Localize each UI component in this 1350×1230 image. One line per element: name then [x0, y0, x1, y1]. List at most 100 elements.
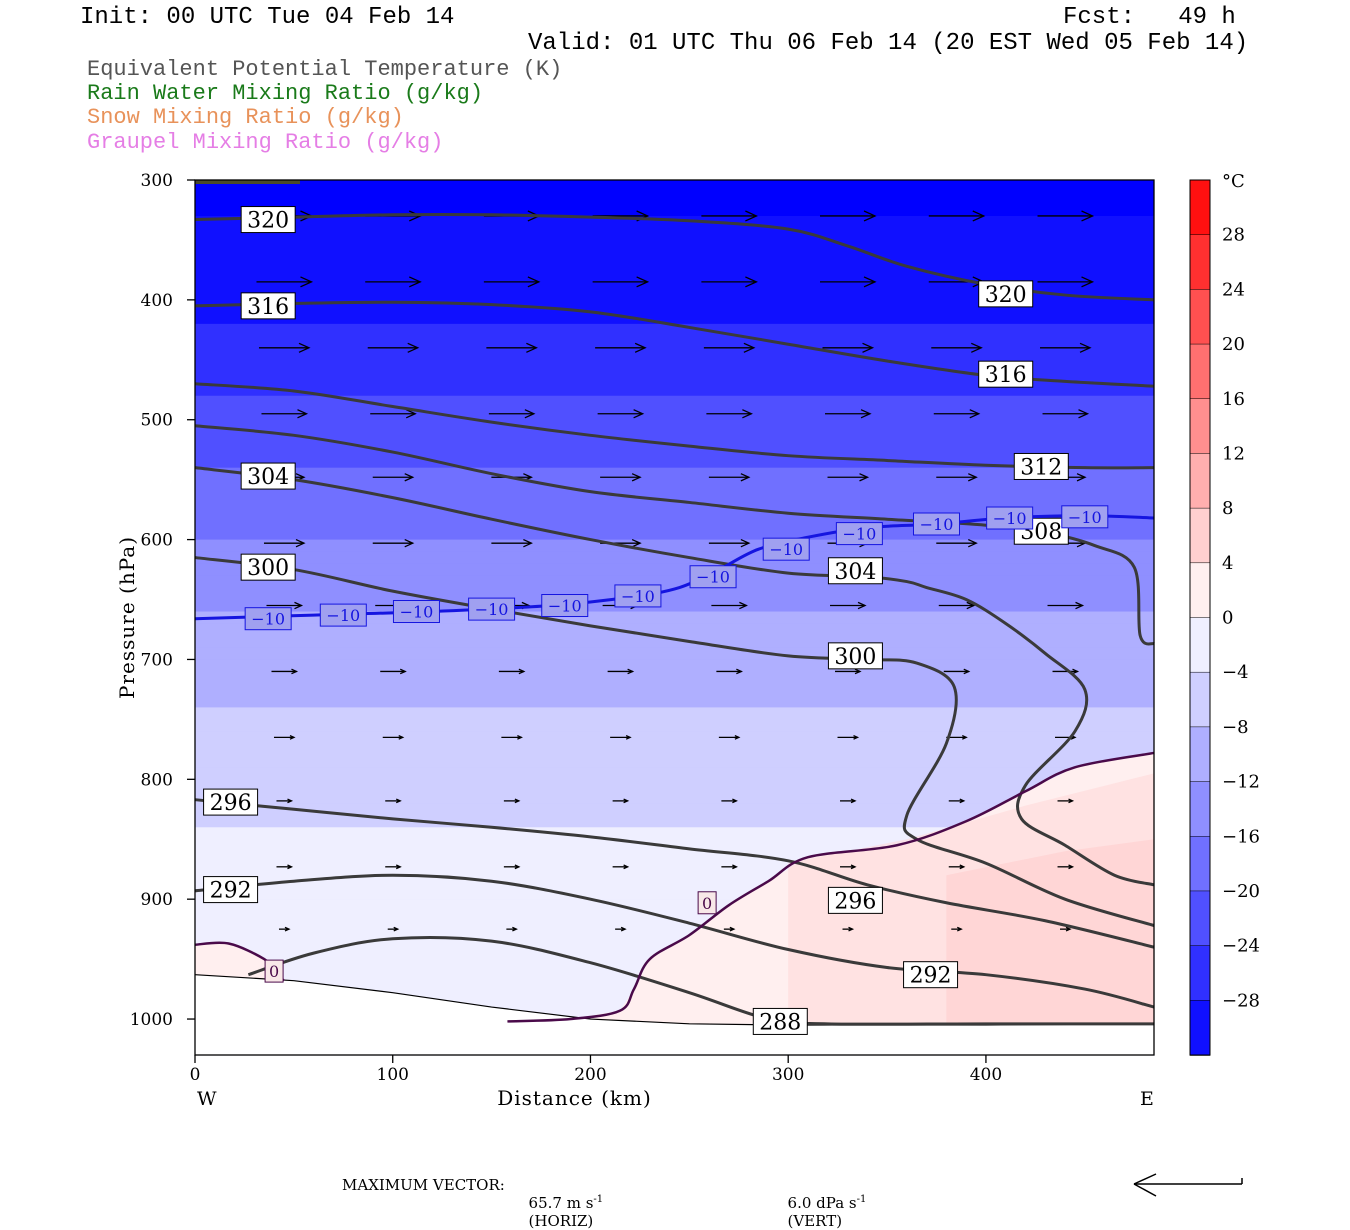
wind-vector-head: [631, 538, 642, 548]
wind-vector-head: [623, 798, 630, 804]
colorbar-tick-label: 24: [1222, 279, 1245, 300]
wind-vector-head: [1068, 864, 1075, 870]
wind-vector-head: [620, 926, 627, 932]
temperature-band: [195, 311, 1154, 325]
colorbar-swatch: [1189, 617, 1211, 673]
x-tick-label: 0: [190, 1065, 201, 1085]
forecast-hour: Fcst: 49 h: [1063, 4, 1236, 31]
theta-e-contour: [194, 466, 1155, 887]
wind-vector-head: [636, 276, 650, 288]
isotherm-label-box: [614, 584, 662, 608]
isotherm-label-box: [912, 512, 960, 536]
wind-vector-head: [523, 538, 533, 548]
temperature-band: [195, 180, 1154, 193]
isotherm-label-box: [1061, 505, 1109, 529]
colorbar-tick-label: 4: [1222, 553, 1233, 574]
wind-vector-head: [1072, 668, 1080, 675]
theta-e-contours: 3203203163163123083043043003002962962922…: [194, 206, 1155, 1035]
wind-vector-head: [518, 668, 526, 675]
terrain-mask: [195, 974, 1154, 1055]
wind-vector-head: [968, 473, 978, 482]
colorbar-swatch: [1189, 343, 1211, 400]
temperature-band: [195, 491, 1154, 505]
isotherm-label: −10: [993, 509, 1027, 528]
temperature-band: [195, 551, 1154, 565]
isotherm-label-box: [689, 565, 737, 589]
colorbar-tick-label: 8: [1222, 498, 1233, 519]
wind-vector-head: [289, 734, 296, 740]
theta-e-label-box: [240, 292, 296, 320]
temperature-band: [195, 695, 1154, 708]
wind-vector-head: [634, 342, 647, 353]
legend-theta-e: Equivalent Potential Temperature (K): [87, 57, 563, 82]
temperature-band: [195, 215, 1154, 229]
temperature-band: [195, 431, 1154, 445]
colorbar-swatch: [1189, 671, 1211, 728]
wind-vector-head: [517, 734, 523, 740]
x-axis-label: Distance (km): [497, 1086, 652, 1110]
colorbar-unit: °C: [1222, 171, 1245, 192]
isotherm-label: −10: [621, 587, 655, 606]
x-tick-label: 300: [772, 1065, 804, 1085]
theta-e-label-box: [978, 360, 1034, 388]
wind-vector-head: [957, 926, 963, 932]
theta-e-label: 296: [210, 791, 252, 816]
temperature-band: [195, 539, 1154, 553]
colorbar-tick-label: −4: [1222, 662, 1249, 683]
isotherm-label-box: [835, 522, 883, 546]
wind-vector-head: [850, 864, 857, 870]
wind-vector-head: [287, 864, 294, 870]
x-tick-label: 100: [377, 1065, 409, 1085]
x-end-label-east: E: [1140, 1088, 1154, 1110]
wind-vector-head: [745, 210, 758, 222]
theta-e-label: 292: [210, 879, 252, 904]
theta-e-label: 296: [834, 889, 876, 914]
wind-vector-head: [968, 538, 978, 548]
isotherm-label-box: [762, 537, 810, 561]
y-tick-label: 1000: [130, 1010, 173, 1030]
wind-vector-head: [405, 409, 417, 419]
max-vector-horiz: 65.7 m s-1 (HORIZ): [519, 1176, 604, 1230]
theta-e-label-box: [203, 788, 259, 816]
isotherm-zero: 00: [194, 751, 1155, 1023]
temperature-band: [195, 371, 1154, 385]
wind-vector-head: [848, 926, 855, 932]
isotherm-label: −10: [400, 603, 434, 622]
theta-e-label: 300: [834, 645, 876, 670]
temperature-band: [195, 227, 1154, 241]
warm-region: [195, 943, 284, 984]
theta-e-label-box: [903, 961, 959, 989]
wind-vector-head: [962, 734, 968, 740]
theta-e-label-box: [752, 1007, 808, 1035]
wind-vector-head: [300, 276, 314, 288]
wind-vector-head: [287, 798, 294, 804]
temperature-band: [195, 395, 1154, 409]
wind-vector-head: [625, 734, 632, 740]
wind-vector-head: [1079, 342, 1092, 353]
y-tick-label: 600: [141, 531, 173, 551]
theta-e-label: 304: [834, 560, 876, 585]
max-vector-label: MAXIMUM VECTOR:: [342, 1176, 505, 1194]
isotherm-label: 0: [702, 894, 712, 913]
temperature-band: [195, 803, 1154, 816]
isotherm-label-box: [392, 600, 440, 624]
wind-vector-head: [633, 409, 645, 419]
colorbar-swatch: [1189, 398, 1211, 455]
colorbar-tick-label: 12: [1222, 443, 1245, 464]
colorbar-tick-label: −12: [1222, 772, 1260, 793]
theta-e-label: 320: [985, 283, 1027, 308]
temperature-band: [195, 275, 1154, 289]
wind-vector-head: [971, 342, 983, 353]
isotherm-label: −10: [548, 597, 582, 616]
vert-value: 6.0 dPa s: [787, 1194, 857, 1212]
isotherm-label-box: [541, 594, 589, 618]
isotherm-label: −10: [475, 600, 509, 619]
temperature-band: [195, 263, 1154, 277]
wind-vector-head: [740, 538, 751, 548]
isotherm-label: −10: [251, 610, 285, 629]
warm-region: [788, 773, 1154, 1024]
colorbar-swatch: [1189, 453, 1211, 509]
theta-e-contour: [194, 382, 1155, 470]
wind-vector-head: [859, 473, 870, 482]
y-tick-label: 900: [141, 890, 173, 910]
